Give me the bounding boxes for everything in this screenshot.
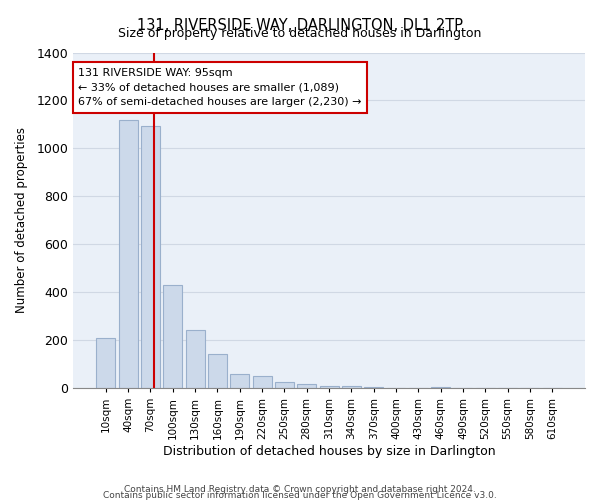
X-axis label: Distribution of detached houses by size in Darlington: Distribution of detached houses by size … [163,444,496,458]
Bar [97,338,115,388]
Text: Size of property relative to detached houses in Darlington: Size of property relative to detached ho… [118,28,482,40]
Text: 131, RIVERSIDE WAY, DARLINGTON, DL1 2TP: 131, RIVERSIDE WAY, DARLINGTON, DL1 2TP [137,18,463,32]
Text: Contains HM Land Registry data © Crown copyright and database right 2024.: Contains HM Land Registry data © Crown c… [124,484,476,494]
Text: Contains public sector information licensed under the Open Government Licence v3: Contains public sector information licen… [103,490,497,500]
Bar [275,382,294,388]
Bar [342,386,361,388]
Bar [185,330,205,388]
Y-axis label: Number of detached properties: Number of detached properties [15,127,28,313]
Bar [253,376,272,388]
Bar [297,384,316,388]
Bar [230,374,249,388]
Bar [119,120,137,388]
Bar [364,386,383,388]
Text: 131 RIVERSIDE WAY: 95sqm
← 33% of detached houses are smaller (1,089)
67% of sem: 131 RIVERSIDE WAY: 95sqm ← 33% of detach… [78,68,362,107]
Bar [320,386,338,388]
Bar [208,354,227,388]
Bar [141,126,160,388]
Bar [163,285,182,388]
Bar [431,386,450,388]
